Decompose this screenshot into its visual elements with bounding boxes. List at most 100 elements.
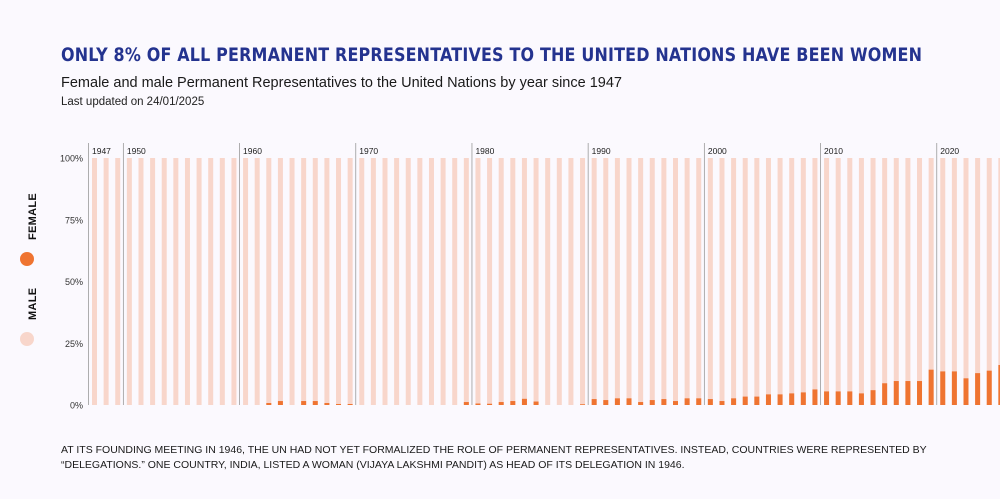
- bar-male: [266, 158, 272, 405]
- bar-male: [359, 158, 365, 405]
- bar-female: [614, 398, 620, 405]
- bar-male: [917, 158, 923, 405]
- bar-female: [673, 401, 678, 405]
- bar-male: [684, 158, 690, 405]
- bar-female: [940, 371, 946, 405]
- bar-male: [289, 158, 295, 405]
- bar-male: [940, 158, 946, 405]
- bar-female: [521, 398, 527, 405]
- bar-female: [498, 402, 504, 405]
- bar-female: [510, 401, 516, 405]
- bar-male: [521, 158, 527, 405]
- bar-female: [312, 401, 318, 405]
- bar-male: [649, 158, 655, 405]
- bar-female: [777, 394, 783, 405]
- bar-male: [765, 158, 771, 405]
- bar-male: [382, 158, 388, 405]
- bar-male: [301, 158, 307, 405]
- bar-female: [789, 393, 795, 405]
- bar-female: [347, 404, 353, 405]
- bar-male: [777, 158, 783, 405]
- legend: FEMALE MALE: [16, 190, 40, 350]
- decade-label: 2020: [940, 146, 959, 156]
- bar-male: [800, 158, 806, 405]
- bar-female: [893, 381, 899, 405]
- bar-male: [138, 158, 144, 405]
- bar-female: [324, 403, 330, 405]
- bar-male: [824, 158, 830, 405]
- bar-female: [463, 402, 469, 405]
- bar-male: [858, 158, 864, 405]
- bar-male: [626, 158, 632, 405]
- bar-male: [603, 158, 609, 405]
- bar-male: [951, 158, 957, 405]
- bar-female: [533, 401, 539, 405]
- bar-male: [475, 158, 481, 405]
- bar-male: [719, 158, 725, 405]
- bar-male: [196, 158, 202, 405]
- decade-dividers: 1947 1950 1960 1970 1980 1990 2000 2010 2020: [88, 143, 959, 405]
- bar-male: [661, 158, 667, 405]
- bar-female: [580, 404, 586, 405]
- bar-female: [882, 383, 888, 405]
- y-tick-label: 50%: [65, 277, 83, 287]
- bar-female: [835, 391, 841, 405]
- bar-female: [975, 373, 981, 405]
- bar-male: [591, 158, 597, 405]
- bar-male: [673, 158, 678, 405]
- bar-male: [370, 158, 376, 405]
- bar-female: [917, 381, 923, 405]
- bar-male: [545, 158, 551, 405]
- bar-female: [847, 391, 853, 405]
- bar-male: [219, 158, 225, 405]
- bar-male: [92, 158, 97, 405]
- decade-label: 1947: [92, 146, 111, 156]
- decade-label: 2010: [824, 146, 843, 156]
- bar-female: [731, 398, 737, 405]
- bar-female: [661, 399, 667, 405]
- bar-male: [975, 158, 981, 405]
- bar-male: [533, 158, 539, 405]
- bar-female: [998, 364, 1000, 405]
- bar-male: [707, 158, 713, 405]
- bar-male: [126, 158, 132, 405]
- bar-male: [928, 158, 934, 405]
- bar-female: [336, 404, 342, 405]
- bar-male: [428, 158, 434, 405]
- bar-male: [312, 158, 318, 405]
- bar-female: [928, 369, 934, 405]
- bar-female: [475, 403, 481, 405]
- bar-male: [986, 158, 992, 405]
- chart-title: ONLY 8% OF ALL PERMANENT REPRESENTATIVES…: [61, 44, 923, 66]
- bar-male: [696, 158, 702, 405]
- bar-male: [789, 158, 795, 405]
- bar-male: [161, 158, 167, 405]
- bar-female: [649, 400, 655, 405]
- bar-male: [847, 158, 853, 405]
- bar-male: [835, 158, 841, 405]
- bar-male: [510, 158, 516, 405]
- bar-male: [498, 158, 504, 405]
- bar-female: [684, 398, 690, 405]
- decade-label: 1980: [475, 146, 494, 156]
- bar-female: [626, 398, 632, 405]
- bar-male: [614, 158, 620, 405]
- decade-label: 1950: [127, 146, 146, 156]
- bar-male: [440, 158, 446, 405]
- bar-male: [638, 158, 644, 405]
- bar-female: [754, 396, 760, 405]
- bar-male: [998, 158, 1000, 405]
- bar-female: [266, 403, 272, 405]
- bar-male: [231, 158, 237, 405]
- bar-male: [347, 158, 353, 405]
- bar-male: [184, 158, 190, 405]
- bar-male: [336, 158, 342, 405]
- bar-male: [812, 158, 818, 405]
- bar-male: [568, 158, 574, 405]
- bar-male: [731, 158, 737, 405]
- bar-female: [638, 402, 644, 405]
- y-tick-label: 75%: [65, 215, 83, 225]
- bar-male: [742, 158, 748, 405]
- bar-male: [870, 158, 876, 405]
- bar-male: [580, 158, 586, 405]
